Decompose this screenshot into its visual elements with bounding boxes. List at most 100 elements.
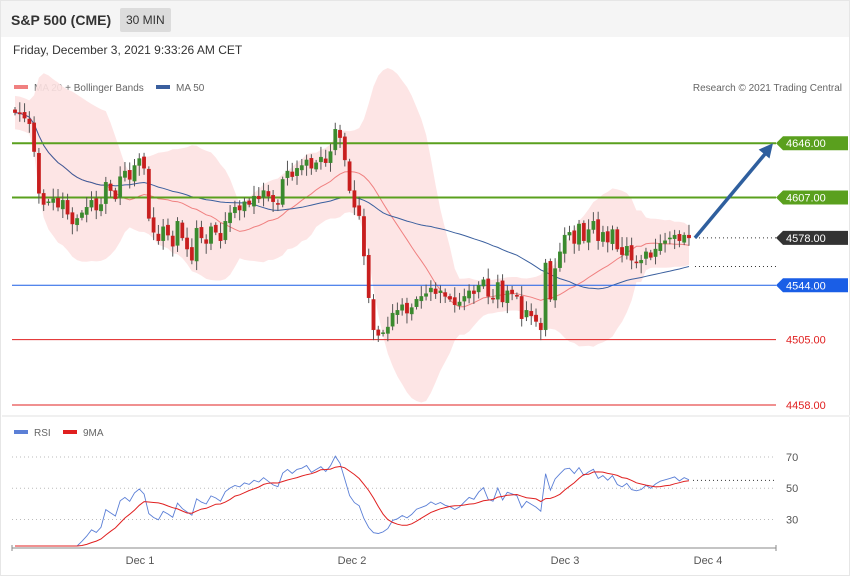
level-tag-3 (776, 278, 848, 293)
forecast-arrow (693, 143, 773, 240)
candle-body (223, 221, 228, 241)
candle-body (218, 232, 223, 241)
candle-body (89, 200, 94, 208)
candle-body (586, 229, 591, 243)
candle-body (476, 285, 481, 293)
candle-body (285, 170, 290, 178)
legend-ma50-swatch (156, 85, 170, 89)
candle-body (538, 322, 543, 331)
candle-body (32, 122, 37, 152)
x-tick-label-1: Dec 2 (338, 555, 367, 567)
candle-body (548, 261, 553, 300)
candle-body (357, 205, 362, 216)
candle-body (132, 165, 137, 182)
candle-body (390, 312, 395, 327)
candle-body (137, 158, 142, 166)
candle-body (491, 297, 495, 300)
legend-rsi-label: RSI (34, 428, 51, 439)
rsi-tick-label-2: 30 (786, 514, 798, 526)
candlesticks (13, 102, 691, 342)
candle-body (362, 216, 366, 257)
candle-body (70, 212, 75, 225)
candle-body (553, 268, 558, 301)
candle-body (424, 293, 428, 297)
candle-body (591, 221, 596, 230)
legend-9ma-label: 9MA (83, 428, 104, 439)
candle-body (166, 224, 170, 236)
candle-body (443, 292, 448, 297)
level-label-3: 4544.00 (786, 280, 826, 292)
candle-body (60, 200, 65, 210)
candle-body (462, 296, 467, 302)
candle-body (352, 190, 357, 208)
candle-body (323, 158, 328, 163)
candle-body (414, 298, 419, 307)
forecast-arrow-shaft (693, 148, 771, 240)
bollinger-band-area (15, 68, 689, 403)
legend-ma50-label: MA 50 (176, 83, 205, 94)
candle-body (280, 179, 285, 205)
candle-body (27, 118, 32, 124)
level-label-2: 4578.00 (786, 233, 826, 245)
candle-body (467, 290, 471, 299)
candle-body (405, 302, 409, 314)
candle-body (562, 234, 567, 254)
candle-body (103, 182, 108, 204)
candle-body (266, 191, 271, 197)
candle-body (371, 299, 376, 331)
candle-body (400, 304, 405, 311)
candle-body (433, 288, 438, 294)
legend-ma20-label: MA 20 + Bollinger Bands (34, 83, 144, 94)
candle-body (99, 204, 103, 212)
candle-body (500, 280, 505, 303)
candle-body (17, 112, 22, 115)
candle-body (687, 234, 691, 239)
candle-body (615, 229, 620, 250)
rsi-line (15, 455, 690, 547)
candle-body (276, 203, 280, 205)
candle-body (261, 190, 266, 198)
panel-divider (2, 415, 850, 417)
x-tick-label-2: Dec 3 (551, 555, 580, 567)
candle-body (156, 233, 161, 241)
level-tag-2 (776, 230, 848, 245)
candle-body (290, 171, 295, 177)
candle-body (299, 165, 304, 171)
candle-body (409, 307, 414, 315)
candle-body (256, 195, 261, 200)
candle-body (46, 201, 51, 204)
candle-body (438, 290, 443, 293)
candle-body (84, 207, 89, 215)
timeframe-button[interactable]: 30 MIN (120, 8, 171, 32)
candle-body (180, 222, 185, 239)
bollinger-bands (15, 68, 689, 403)
candle-body (381, 332, 385, 334)
candle-body (328, 151, 333, 163)
candle-body (385, 326, 390, 334)
candle-body (481, 279, 486, 287)
price-levels: 4646.00 4607.00 4578.00 4544.00 4505.00 4458.… (12, 136, 848, 412)
candle-body (304, 159, 309, 166)
candle-body (41, 193, 46, 205)
candle-body (22, 112, 27, 119)
candle-body (80, 212, 84, 218)
candle-body (65, 200, 70, 215)
candle-body (194, 227, 199, 262)
candle-body (237, 205, 242, 211)
candle-body (577, 223, 581, 245)
level-tag-0 (776, 136, 848, 151)
candle-body (170, 235, 175, 247)
level-label-0: 4646.00 (786, 138, 826, 150)
candle-body (658, 243, 663, 251)
x-axis: Dec 1 Dec 2 Dec 3 Dec 4 (11, 545, 777, 567)
candle-body (56, 197, 60, 208)
candle-body (667, 237, 672, 240)
candle-body (209, 226, 213, 244)
copyright-text: Research © 2021 Trading Central (693, 83, 842, 94)
candle-body (519, 296, 524, 319)
candle-body (366, 254, 371, 298)
candle-body (319, 156, 323, 163)
legend-rsi-swatch (14, 430, 28, 434)
